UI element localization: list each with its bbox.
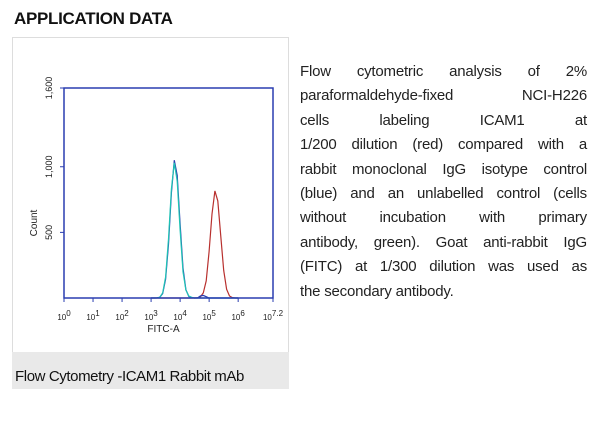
description-line: rabbit monoclonal IgG isotype control: [300, 160, 587, 178]
x-tick-label: 107.2: [263, 309, 284, 322]
x-tick-exponent: 6: [240, 309, 245, 318]
x-tick-label: 106: [231, 309, 245, 322]
y-axis-label: Count: [29, 209, 40, 236]
x-tick-label: 105: [202, 309, 216, 322]
x-tick-exponent: 4: [182, 309, 187, 318]
description-line: (blue) and an unlabelled control (cells: [300, 185, 587, 203]
description-line: paraformaldehyde-fixed NCI-H226: [300, 87, 587, 105]
description-line: antibody, green). Goat anti-rabbit IgG: [300, 233, 587, 251]
plot-frame: [63, 87, 274, 299]
figure-caption: Flow Cytometry -ICAM1 Rabbit mAb: [12, 352, 289, 389]
x-tick-label: 101: [86, 309, 100, 322]
description-line: without incubation with primary: [300, 209, 587, 227]
y-tick-label: 500: [44, 225, 54, 240]
description-line: Flow cytometric analysis of 2%: [300, 63, 587, 80]
x-tick-exponent: 1: [95, 309, 100, 318]
x-tick-exponent: 5: [211, 309, 216, 318]
x-tick-label: 104: [173, 309, 187, 322]
y-tick-label: 1,000: [44, 155, 54, 178]
x-axis-label: FITC-A: [147, 324, 180, 335]
x-tick-exponent: 2: [124, 309, 129, 318]
x-tick-label: 103: [144, 309, 158, 322]
section-title: APPLICATION DATA: [14, 9, 173, 28]
description-line: (FITC) at 1/300 dilution was used as: [300, 258, 587, 276]
description: Flow cytometric analysis of 2% paraformal…: [300, 60, 587, 304]
description-line: cells labeling ICAM1 at: [300, 111, 587, 129]
x-tick-exponent: 7.2: [272, 309, 284, 318]
x-tick-label: 100: [57, 309, 71, 322]
description-line: 1/200 dilution (red) compared with a: [300, 136, 587, 154]
description-line: the secondary antibody.: [300, 282, 454, 300]
x-tick-exponent: 0: [66, 309, 71, 318]
y-tick-label: 1,600: [44, 77, 54, 100]
x-tick-label: 102: [115, 309, 129, 322]
x-tick-exponent: 3: [153, 309, 158, 318]
